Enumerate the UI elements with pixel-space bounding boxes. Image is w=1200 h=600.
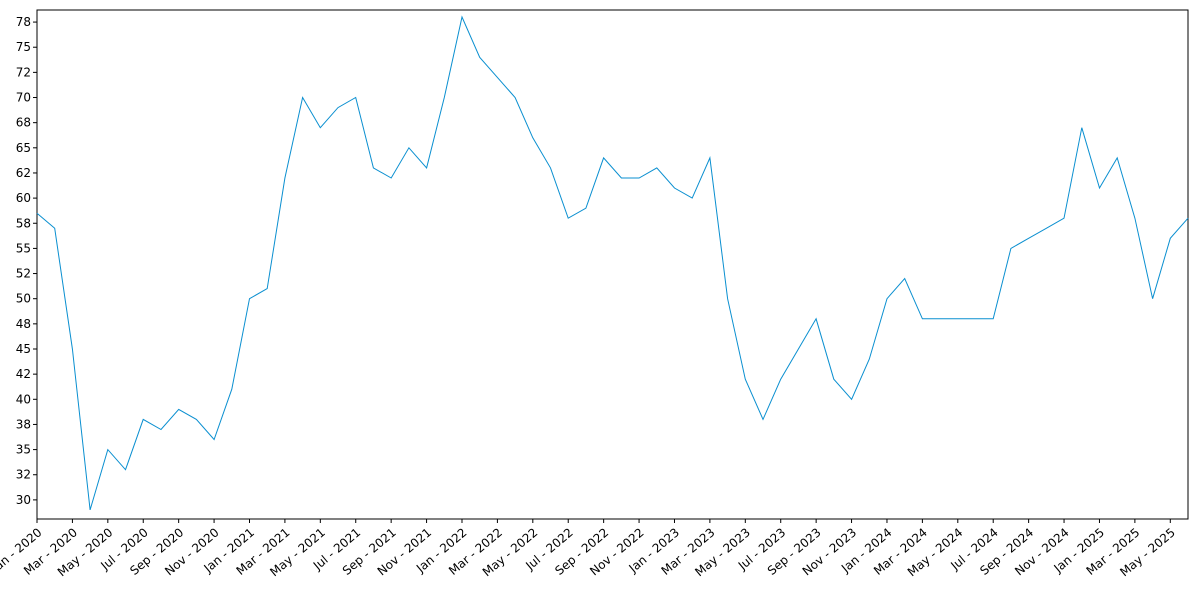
y-tick-label: 75 [16, 40, 31, 54]
y-tick-label: 38 [16, 417, 31, 431]
y-tick-label: 52 [16, 267, 31, 281]
y-tick-label: 65 [16, 141, 31, 155]
y-tick-label: 50 [16, 292, 31, 306]
y-tick-label: 35 [16, 443, 31, 457]
y-tick-label: 60 [16, 191, 31, 205]
y-tick-label: 42 [16, 367, 31, 381]
y-tick-label: 68 [16, 116, 31, 130]
y-tick-label: 32 [16, 468, 31, 482]
y-tick-label: 58 [16, 216, 31, 230]
line [36, 15, 1189, 511]
y-tick-label: 48 [16, 317, 31, 331]
y-tick-label: 55 [16, 241, 31, 255]
y-tick-label: 72 [16, 65, 31, 79]
plot-frame [36, 9, 1189, 520]
y-tick-label: 45 [16, 342, 31, 356]
y-tick-label: 62 [16, 166, 31, 180]
y-tick-label: 40 [16, 392, 31, 406]
y-tick-label: 78 [16, 15, 31, 29]
y-tick-label: 30 [16, 493, 31, 507]
y-tick-label: 70 [16, 91, 31, 105]
